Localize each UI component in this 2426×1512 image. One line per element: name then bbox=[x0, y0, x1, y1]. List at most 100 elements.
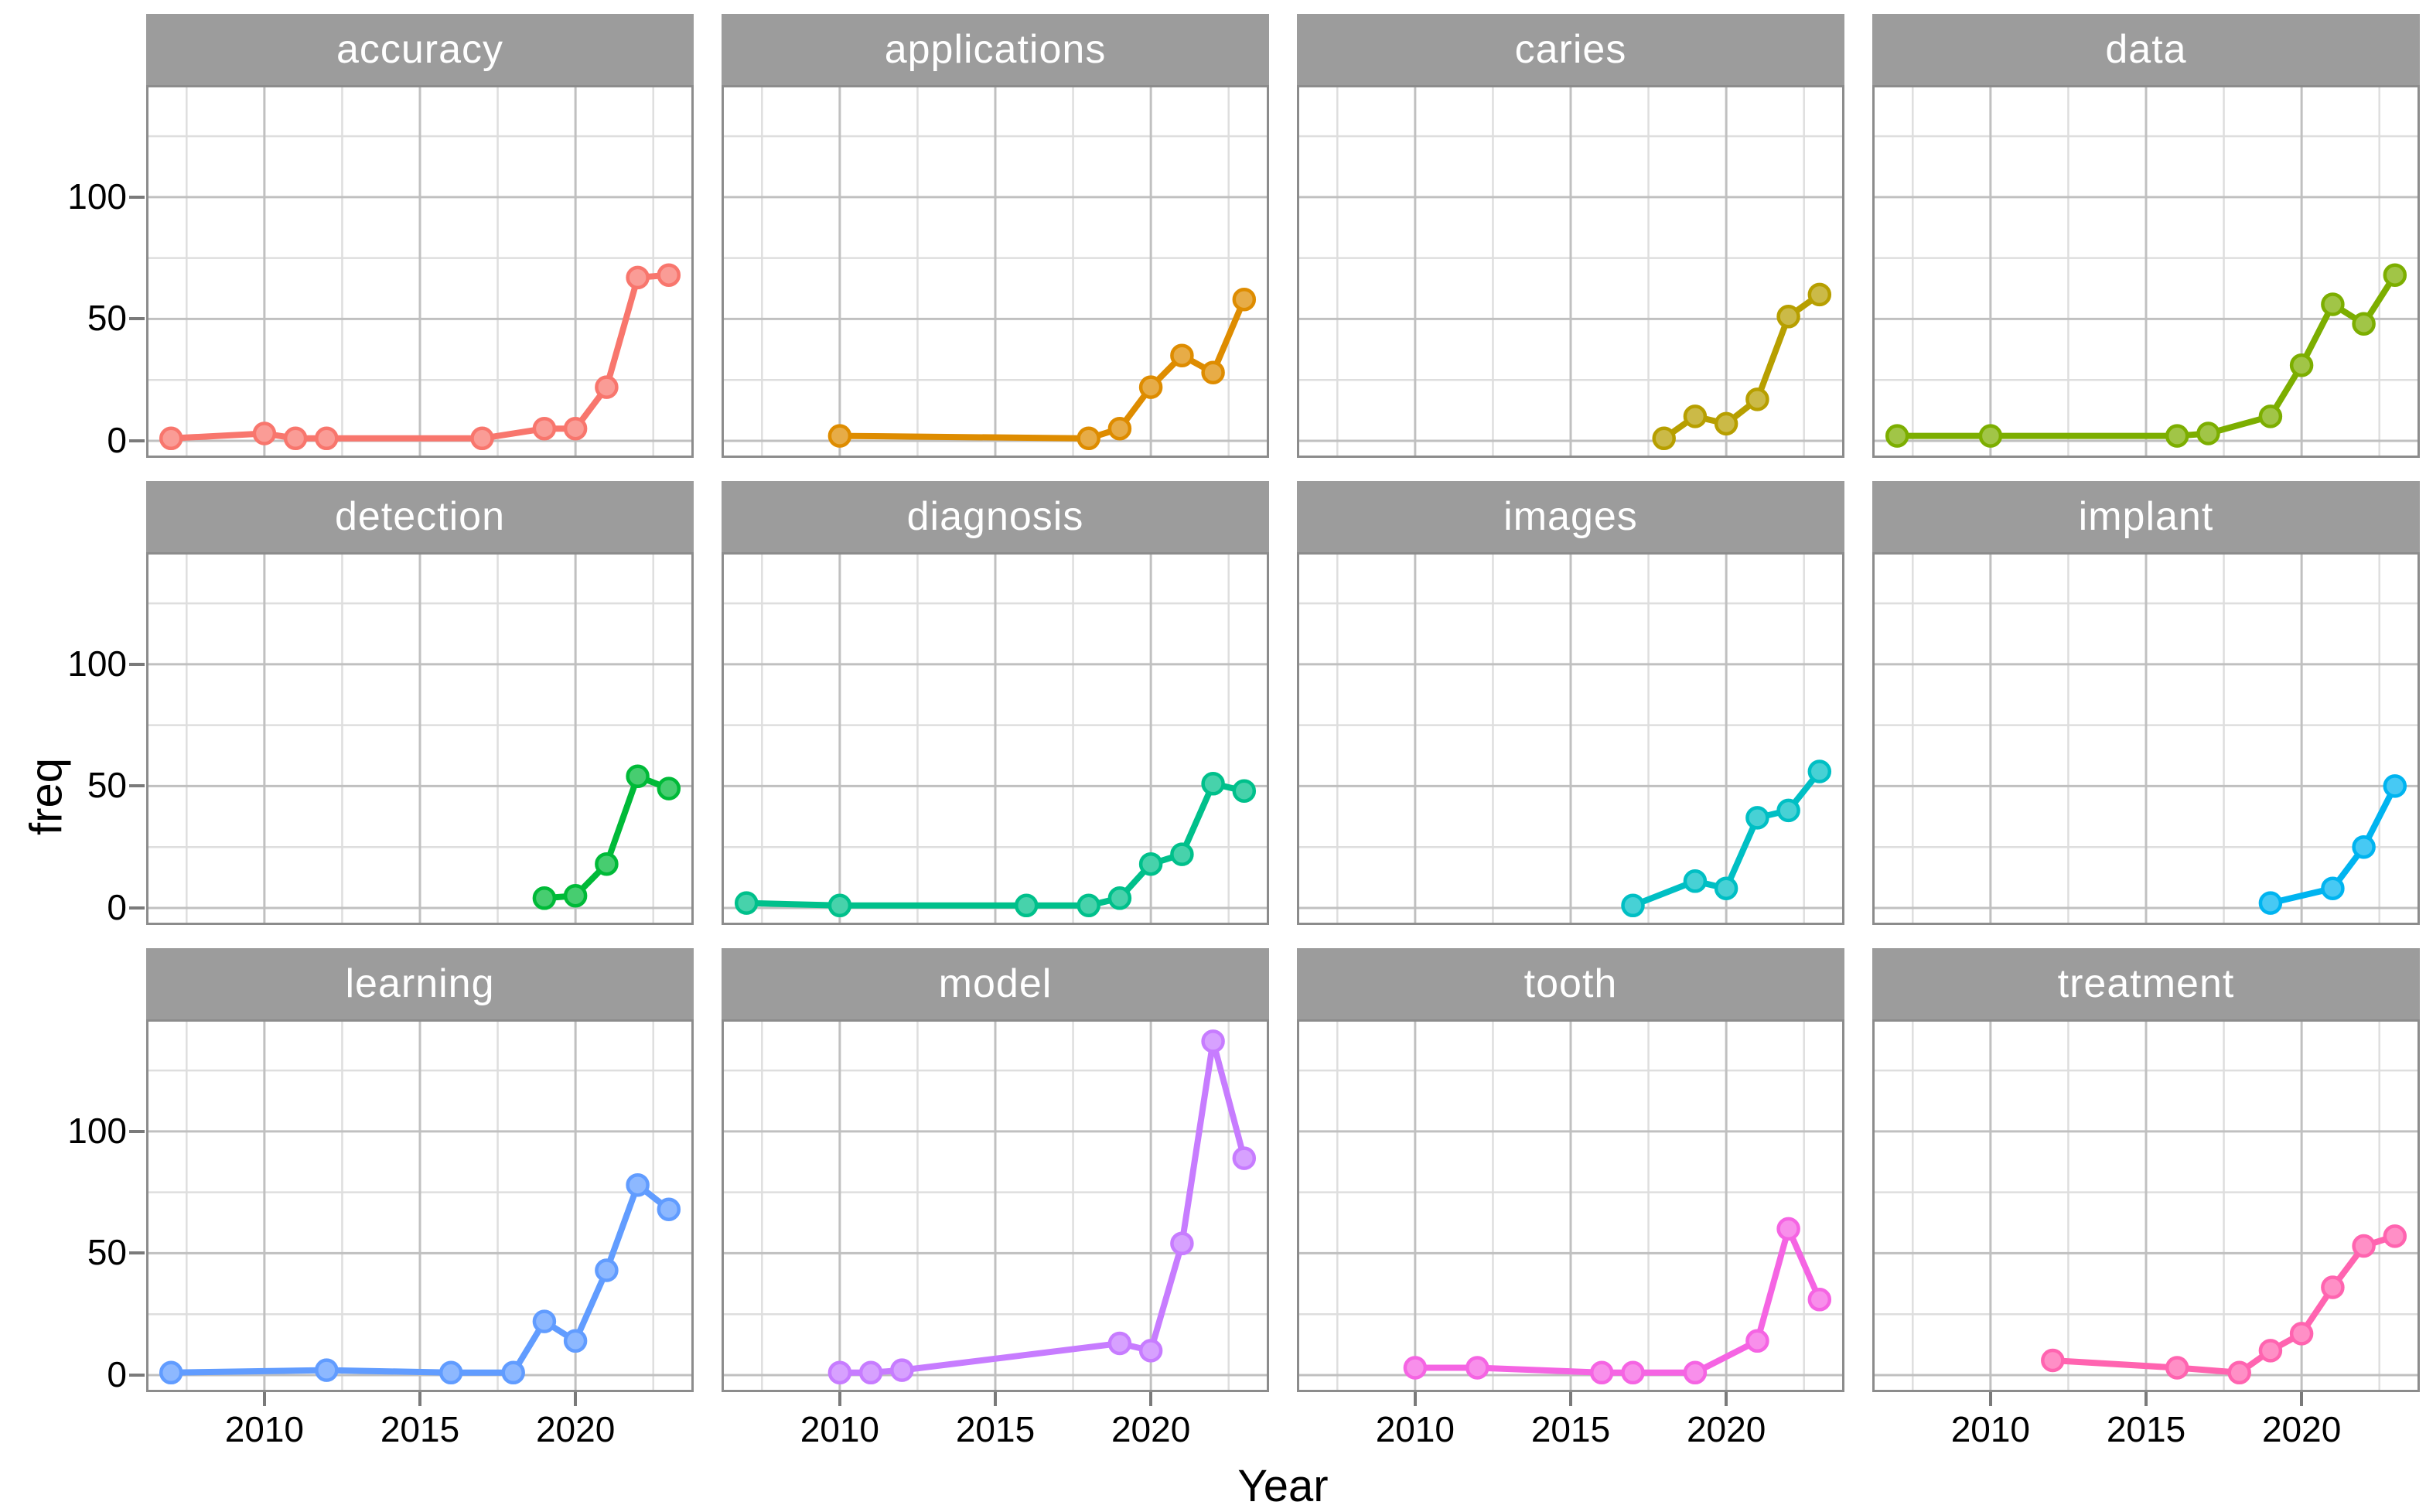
facet-panel bbox=[1872, 1019, 2420, 1392]
panel-border bbox=[146, 552, 694, 925]
data-point bbox=[1745, 806, 1769, 830]
facet-panel bbox=[146, 552, 694, 925]
data-point bbox=[827, 893, 852, 918]
data-point bbox=[2321, 292, 2345, 316]
y-axis-tick bbox=[129, 317, 145, 321]
x-axis-tick-label: 2020 bbox=[2261, 1409, 2342, 1449]
facet-strip-label: diagnosis bbox=[906, 494, 1084, 539]
x-axis-tick bbox=[574, 1392, 578, 1406]
facet-strip: diagnosis bbox=[722, 481, 1269, 552]
data-point bbox=[1170, 1231, 1194, 1256]
x-axis-tick bbox=[2145, 1392, 2148, 1406]
facet-strip: caries bbox=[1297, 14, 1844, 85]
y-axis-tick bbox=[129, 1373, 145, 1377]
data-point bbox=[595, 1258, 619, 1282]
data-point bbox=[2321, 1275, 2345, 1299]
data-point bbox=[2383, 774, 2407, 798]
data-point bbox=[2258, 891, 2283, 915]
panel-border bbox=[722, 1019, 1269, 1392]
data-point bbox=[1201, 1029, 1225, 1053]
y-axis-tick-label: 0 bbox=[107, 1353, 127, 1394]
series-line bbox=[1411, 1225, 1823, 1376]
y-axis-tick bbox=[129, 195, 145, 199]
data-point bbox=[252, 422, 277, 445]
facet-strip-label: tooth bbox=[1524, 961, 1618, 1006]
data-point bbox=[159, 1360, 183, 1385]
data-point bbox=[2383, 263, 2407, 287]
data-point bbox=[2165, 1356, 2189, 1380]
data-point bbox=[2321, 876, 2345, 900]
data-point bbox=[1807, 1288, 1832, 1312]
y-axis-tick-label: 50 bbox=[87, 298, 127, 339]
x-axis-tick-label: 2010 bbox=[1375, 1409, 1455, 1449]
data-point bbox=[2041, 1348, 2065, 1373]
y-axis-title: freq bbox=[21, 758, 72, 835]
data-point bbox=[1885, 424, 1909, 448]
data-point bbox=[563, 1329, 588, 1353]
data-point bbox=[2165, 424, 2189, 448]
data-point bbox=[2383, 1224, 2407, 1248]
y-axis-tick-label: 100 bbox=[67, 1110, 127, 1151]
data-point bbox=[501, 1360, 525, 1385]
x-axis-tick bbox=[262, 1392, 266, 1406]
y-axis-tick-label: 0 bbox=[107, 886, 127, 927]
data-point bbox=[1807, 282, 1832, 307]
facet-strip: tooth bbox=[1297, 948, 1844, 1019]
data-point bbox=[283, 426, 308, 451]
y-axis-tick bbox=[129, 439, 145, 442]
facet-strip-label: applications bbox=[884, 27, 1107, 72]
data-point bbox=[657, 1197, 681, 1221]
data-point bbox=[1776, 305, 1800, 329]
data-point bbox=[1683, 869, 1708, 893]
data-point bbox=[827, 424, 852, 448]
data-point bbox=[1138, 1339, 1163, 1363]
series-line bbox=[2267, 783, 2398, 906]
panel-border bbox=[1297, 85, 1844, 458]
data-point bbox=[1714, 876, 1738, 900]
x-axis-tick-label: 2020 bbox=[1686, 1409, 1766, 1449]
facet-strip: accuracy bbox=[146, 14, 694, 85]
y-axis-tick-label: 0 bbox=[107, 419, 127, 460]
data-point bbox=[1138, 852, 1163, 876]
data-point bbox=[595, 375, 619, 399]
facet-strip-label: accuracy bbox=[336, 27, 504, 72]
y-axis-tick bbox=[129, 784, 145, 788]
data-point bbox=[2352, 835, 2376, 859]
data-point bbox=[1683, 1360, 1708, 1385]
x-axis-tick bbox=[418, 1392, 421, 1406]
x-axis-tick-label: 2015 bbox=[1530, 1409, 1611, 1449]
data-point bbox=[532, 886, 557, 910]
data-point bbox=[2289, 1322, 2314, 1346]
x-axis-tick bbox=[1413, 1392, 1417, 1406]
x-axis-tick-label: 2015 bbox=[380, 1409, 460, 1449]
data-point bbox=[734, 891, 759, 915]
data-point bbox=[2227, 1360, 2251, 1385]
y-axis-tick-label: 100 bbox=[67, 176, 127, 217]
y-axis-tick-label: 50 bbox=[87, 765, 127, 806]
data-point bbox=[2196, 422, 2220, 445]
data-point bbox=[1621, 893, 1645, 918]
data-point bbox=[438, 1360, 463, 1385]
data-point bbox=[1745, 1329, 1769, 1353]
panel-border bbox=[146, 85, 694, 458]
data-point bbox=[1776, 1217, 1800, 1241]
y-axis-tick-label: 50 bbox=[87, 1232, 127, 1273]
panel-border bbox=[1872, 1019, 2420, 1392]
data-point bbox=[2352, 1234, 2376, 1258]
facet-panel bbox=[1297, 552, 1844, 925]
data-point bbox=[1232, 287, 1257, 312]
data-point bbox=[1232, 1146, 1257, 1170]
facet-panel bbox=[1297, 85, 1844, 458]
data-point bbox=[1077, 426, 1100, 451]
facet-strip: data bbox=[1872, 14, 2420, 85]
data-point bbox=[2258, 1339, 2283, 1363]
y-axis-tick bbox=[129, 1129, 145, 1133]
x-axis-tick-label: 2010 bbox=[224, 1409, 305, 1449]
facet-strip-label: model bbox=[938, 961, 1053, 1006]
x-axis-tick-label: 2010 bbox=[1950, 1409, 2031, 1449]
data-point bbox=[1170, 343, 1194, 367]
data-point bbox=[2289, 353, 2314, 377]
x-axis-tick bbox=[1988, 1392, 1992, 1406]
facet-panel bbox=[722, 552, 1269, 925]
